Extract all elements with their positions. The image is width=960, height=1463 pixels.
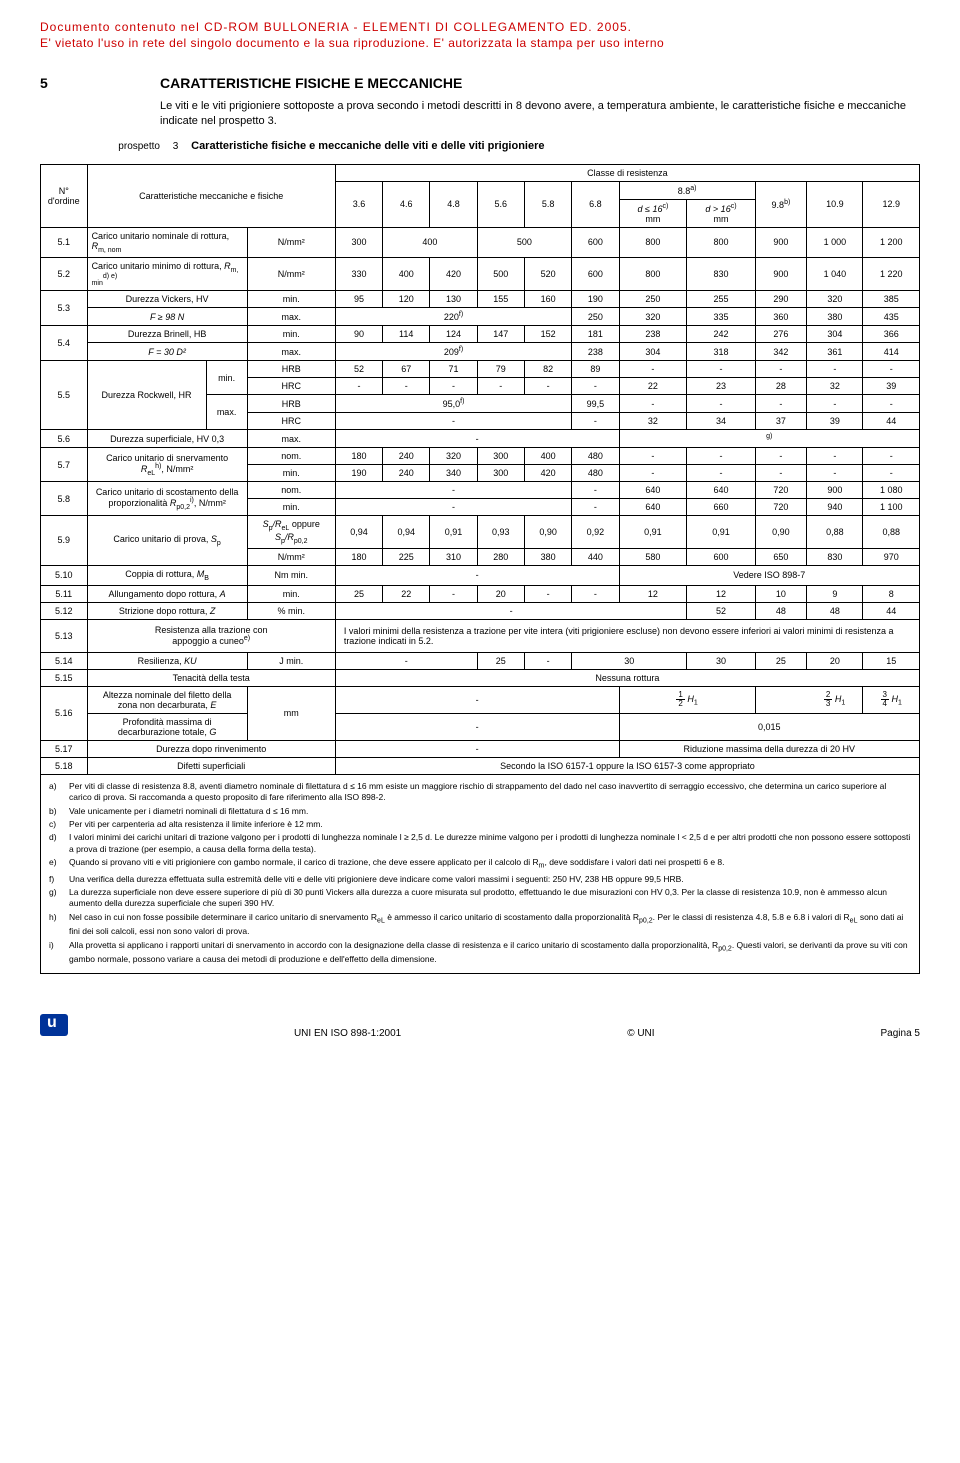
footer-copy: © UNI bbox=[627, 1028, 654, 1039]
d-gt-16: d > 16c)mm bbox=[687, 199, 755, 227]
prospetto-title: Caratteristiche fisiche e meccaniche del… bbox=[191, 140, 544, 152]
class-4.6: 4.6 bbox=[383, 181, 430, 227]
row-5.18: 5.18 Difetti superficiali Secondo la ISO… bbox=[41, 757, 920, 774]
row-5.2: 5.2 Carico unitario minimo di rottura, R… bbox=[41, 257, 920, 291]
class-9.8: 9.8b) bbox=[755, 181, 807, 227]
section-title: CARATTERISTICHE FISICHE E MECCANICHE bbox=[160, 75, 920, 91]
row-5.9-ratio: 5.9 Carico unitario di prova, Sp Sp/ReL … bbox=[41, 516, 920, 549]
class-5.8: 5.8 bbox=[524, 181, 571, 227]
footer-page: Pagina 5 bbox=[881, 1028, 920, 1039]
footer-doc: UNI EN ISO 898-1:2001 bbox=[294, 1028, 401, 1039]
section-body: Le viti e le viti prigioniere sottoposte… bbox=[160, 99, 920, 130]
class-5.6: 5.6 bbox=[477, 181, 524, 227]
row-5.8-nom: 5.8 Carico unitario di scostamento della… bbox=[41, 482, 920, 499]
row-5.15: 5.15 Tenacità della testa Nessuna rottur… bbox=[41, 669, 920, 686]
header-line2: E' vietato l'uso in rete del singolo doc… bbox=[40, 36, 920, 50]
row-5.11: 5.11 Allungamento dopo rottura, A min. 2… bbox=[41, 585, 920, 602]
row-5.4-min: 5.4 Durezza Brinell, HB min. 90114124 14… bbox=[41, 326, 920, 343]
page-footer: UNI EN ISO 898-1:2001 © UNI Pagina 5 bbox=[40, 1014, 920, 1039]
footnotes-row: a)Per viti di classe di resistenza 8.8, … bbox=[41, 774, 920, 974]
prospetto-label: prospetto bbox=[60, 141, 160, 152]
col-class: Classe di resistenza bbox=[335, 164, 919, 181]
section-num: 5 bbox=[40, 75, 160, 91]
main-table: N°d'ordine Caratteristiche meccaniche e … bbox=[40, 164, 920, 974]
row-5.12: 5.12 Strizione dopo rottura, Z % min. - … bbox=[41, 602, 920, 619]
row-5.5-hrb-min: 5.5 Durezza Rockwell, HR min. HRB 526771… bbox=[41, 361, 920, 378]
class-6.8: 6.8 bbox=[572, 181, 619, 227]
uni-logo bbox=[40, 1014, 68, 1039]
row-5.1: 5.1 Carico unitario nominale di rottura,… bbox=[41, 227, 920, 257]
row-5.7-nom: 5.7 Carico unitario di snervamentoReLh),… bbox=[41, 448, 920, 465]
row-5.17: 5.17 Durezza dopo rinvenimento - Riduzio… bbox=[41, 740, 920, 757]
class-4.8: 4.8 bbox=[430, 181, 477, 227]
row-5.4-max: F = 30 D² max. 209f) 238304318 342361414 bbox=[41, 343, 920, 361]
row-5.16-g: Profondità massima didecarburazione tota… bbox=[41, 713, 920, 740]
row-5.3-min: 5.3 Durezza Vickers, HV min. 95120130 15… bbox=[41, 291, 920, 308]
row-5.3-max: F ≥ 98 N max. 220f) 250320335 360380435 bbox=[41, 308, 920, 326]
row-5.13: 5.13 Resistenza alla trazione conappoggi… bbox=[41, 619, 920, 652]
prospetto-num: 3 bbox=[173, 141, 179, 152]
col-char: Caratteristiche meccaniche e fisiche bbox=[87, 164, 335, 227]
row-5.16-e: 5.16 Altezza nominale del filetto dellaz… bbox=[41, 686, 920, 713]
class-3.6: 3.6 bbox=[335, 181, 382, 227]
header-line1: Documento contenuto nel CD-ROM BULLONERI… bbox=[40, 20, 920, 34]
row-5.6: 5.6 Durezza superficiale, HV 0,3 max. - … bbox=[41, 430, 920, 448]
class-10.9: 10.9 bbox=[807, 181, 863, 227]
col-nord: N°d'ordine bbox=[41, 164, 88, 227]
row-5.10: 5.10 Coppia di rottura, MB Nm min. - Ved… bbox=[41, 565, 920, 585]
class-12.9: 12.9 bbox=[863, 181, 920, 227]
d-le-16: d ≤ 16c)mm bbox=[619, 199, 687, 227]
row-5.14: 5.14 Resilienza, KU J min. - 25- 30 3025… bbox=[41, 652, 920, 669]
class-8.8: 8.8a) bbox=[619, 181, 755, 199]
